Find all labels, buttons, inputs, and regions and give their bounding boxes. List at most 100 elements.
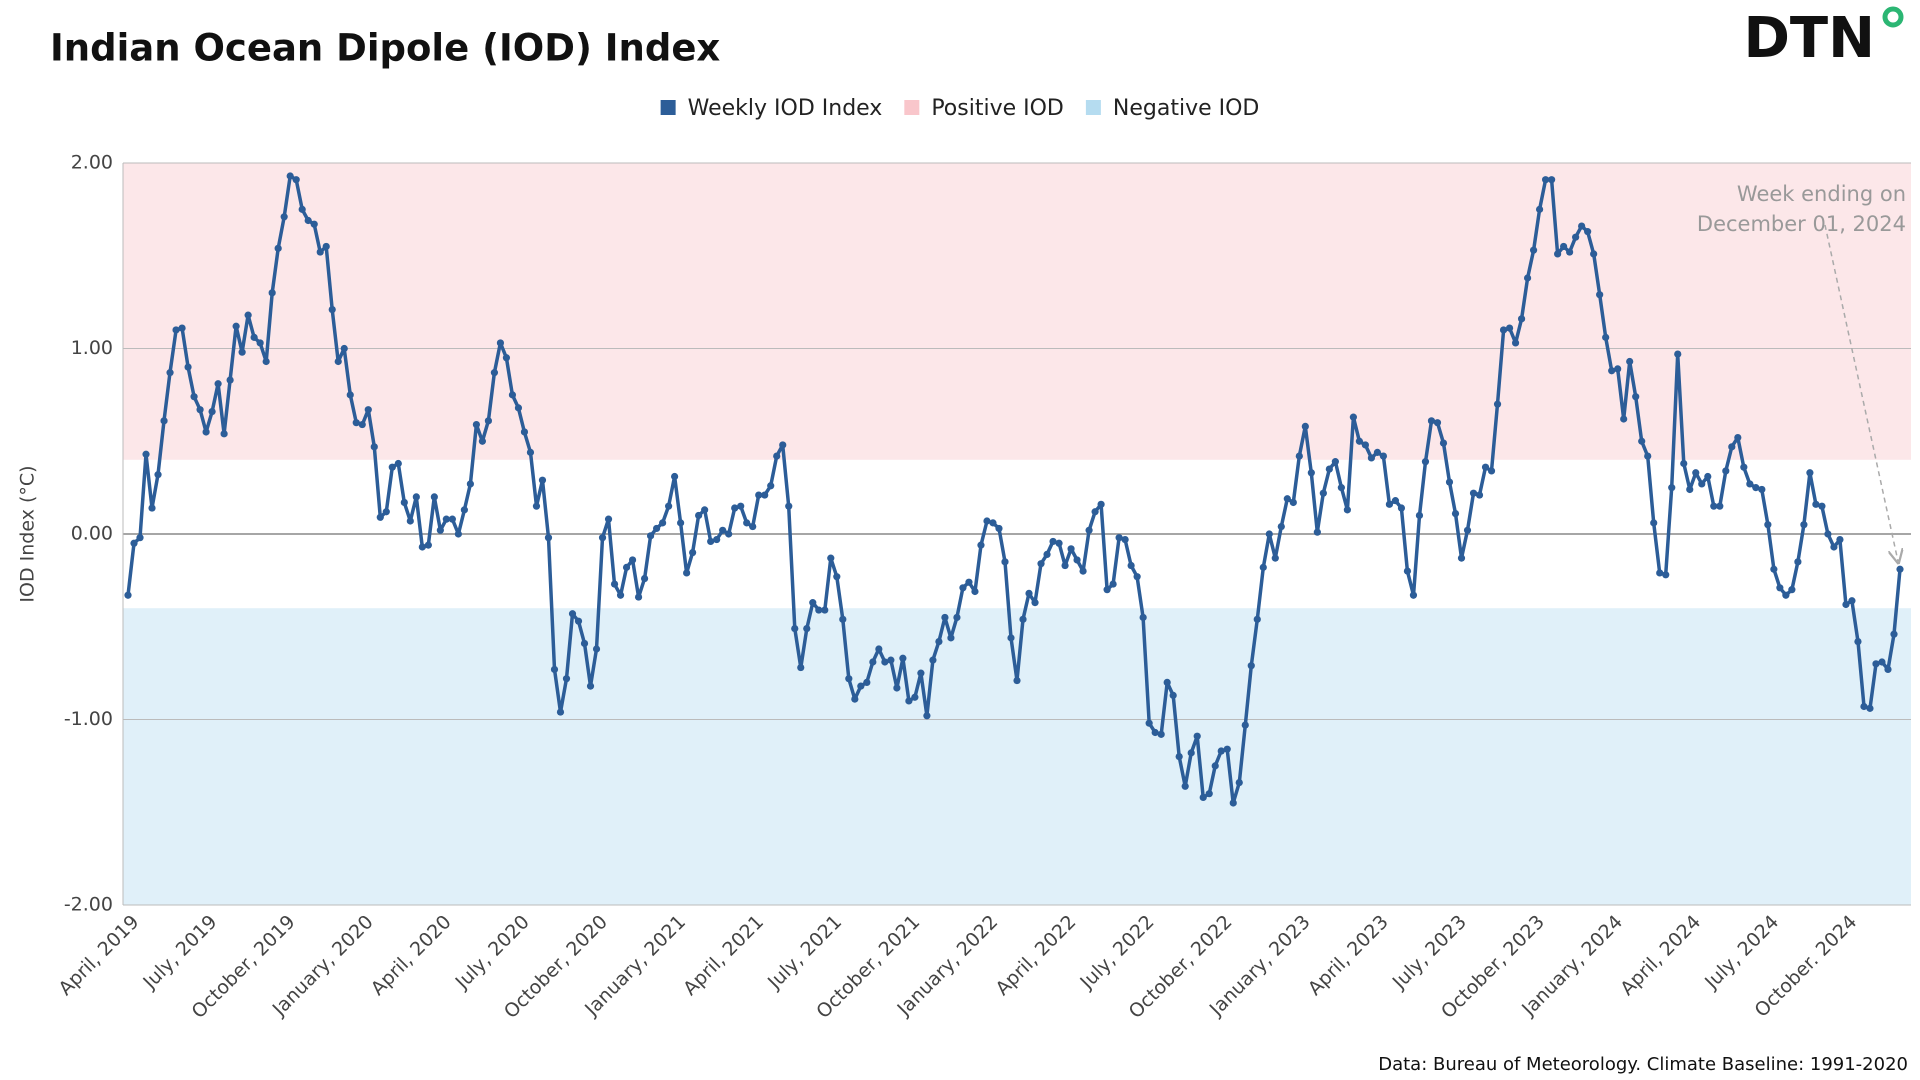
iod-point: [1271, 554, 1279, 562]
iod-point: [1397, 504, 1406, 512]
iod-point: [1529, 246, 1538, 254]
iod-point: [472, 420, 480, 429]
iod-point: [1824, 530, 1832, 538]
iod-point: [586, 682, 595, 690]
legend-swatch: [904, 100, 920, 115]
iod-point: [851, 695, 859, 703]
x-tick-label: April, 2019: [54, 911, 143, 1000]
iod-point: [857, 682, 865, 690]
iod-point: [424, 541, 432, 549]
iod-point: [556, 708, 565, 716]
iod-point: [1031, 599, 1039, 607]
iod-point: [574, 617, 583, 625]
iod-point: [755, 491, 763, 499]
iod-point: [1668, 484, 1676, 492]
iod-point: [1385, 500, 1394, 508]
iod-point: [328, 305, 336, 314]
iod-point: [1548, 176, 1556, 184]
iod-point: [1560, 242, 1568, 251]
iod-point: [490, 369, 499, 377]
iod-point: [286, 172, 294, 180]
iod-point: [1439, 439, 1448, 447]
iod-point: [562, 675, 571, 683]
iod-point: [154, 471, 162, 479]
iod-point: [821, 606, 829, 614]
iod-point: [1325, 465, 1333, 473]
iod-point: [1307, 469, 1315, 477]
iod-point: [454, 530, 462, 538]
iod-point: [947, 634, 955, 642]
iod-point: [875, 645, 883, 653]
iod-point: [923, 712, 931, 720]
iod-point: [208, 407, 216, 416]
iod-point: [1764, 521, 1772, 529]
iod-point: [520, 428, 529, 436]
iod-point: [1505, 324, 1514, 332]
legend-label: Negative IOD: [1113, 96, 1259, 121]
iod-point: [977, 541, 985, 549]
iod-point: [869, 658, 877, 666]
iod-point: [382, 508, 390, 516]
iod-point: [863, 678, 871, 687]
iod-point: [701, 506, 709, 514]
iod-point: [1415, 511, 1424, 520]
iod-point: [965, 578, 973, 586]
iod-point: [1247, 662, 1255, 670]
logo-text: DTN: [1743, 6, 1875, 71]
iod-point: [166, 369, 174, 377]
iod-point: [1043, 550, 1051, 559]
iod-point: [1836, 535, 1844, 544]
iod-point: [1890, 630, 1898, 638]
x-tick-label: April, 2021: [679, 911, 768, 1000]
iod-point: [1019, 615, 1027, 623]
iod-point: [749, 522, 757, 531]
iod-point: [1457, 554, 1466, 562]
iod-point: [1776, 584, 1784, 592]
iod-point: [1842, 600, 1850, 609]
iod-point: [1517, 315, 1526, 323]
iod-point: [1073, 556, 1081, 564]
iod-point: [1229, 799, 1237, 807]
iod-point: [887, 656, 895, 664]
iod-point: [1554, 250, 1562, 258]
iod-point: [1091, 508, 1099, 516]
iod-point: [1788, 586, 1796, 594]
iod-point: [1223, 745, 1231, 753]
iod-point: [1584, 228, 1592, 236]
iod-point: [725, 530, 733, 538]
iod-point: [250, 333, 258, 341]
iod-point: [628, 556, 637, 564]
iod-point: [905, 697, 913, 705]
iod-point: [394, 459, 402, 468]
iod-point: [1049, 537, 1057, 546]
iod-point: [1818, 502, 1826, 510]
iod-point: [496, 339, 505, 347]
iod-point: [917, 669, 925, 677]
iod-point: [184, 363, 192, 371]
iod-point: [1055, 539, 1063, 547]
iod-point: [1686, 485, 1694, 494]
iod-point: [743, 519, 751, 527]
iod-point: [1542, 176, 1550, 184]
iod-point: [1680, 459, 1688, 468]
iod-point: [731, 504, 739, 512]
iod-point: [671, 472, 679, 481]
iod-point: [1151, 728, 1159, 737]
iod-point: [1037, 560, 1045, 568]
iod-band: [123, 163, 1911, 460]
iod-point: [1770, 565, 1778, 573]
iod-point: [376, 513, 384, 521]
iod-point: [316, 248, 324, 256]
iod-point: [809, 599, 817, 607]
iod-point: [1752, 484, 1760, 492]
iod-point: [1662, 571, 1670, 579]
iod-point: [1103, 586, 1111, 594]
iod-point: [1391, 497, 1400, 505]
iod-point: [1145, 719, 1153, 727]
iod-point: [1115, 534, 1123, 542]
iod-point: [1734, 433, 1742, 442]
iod-point: [358, 420, 366, 429]
iod-point: [713, 535, 721, 544]
iod-point: [1067, 545, 1075, 553]
